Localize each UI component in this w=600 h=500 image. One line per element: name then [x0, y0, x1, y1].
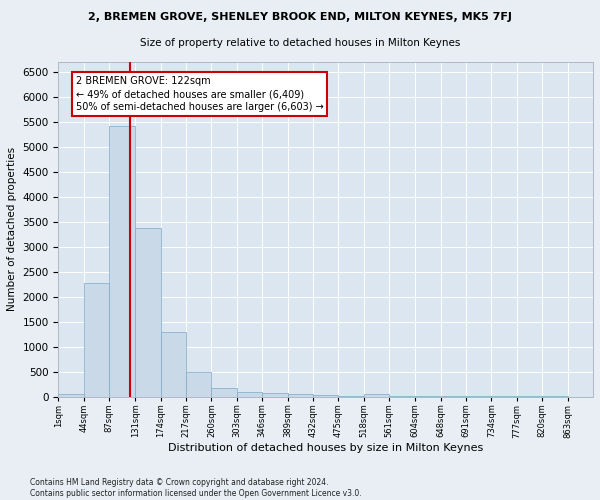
Bar	[109, 126, 134, 396]
Text: 2, BREMEN GROVE, SHENLEY BROOK END, MILTON KEYNES, MK5 7FJ: 2, BREMEN GROVE, SHENLEY BROOK END, MILT…	[88, 12, 512, 22]
Bar	[262, 394, 287, 396]
Text: 2 BREMEN GROVE: 122sqm
← 49% of detached houses are smaller (6,409)
50% of semi-: 2 BREMEN GROVE: 122sqm ← 49% of detached…	[76, 76, 323, 112]
Bar	[186, 372, 211, 396]
Bar	[135, 228, 161, 396]
Bar	[237, 392, 262, 396]
Bar	[287, 394, 313, 396]
Text: Contains HM Land Registry data © Crown copyright and database right 2024.
Contai: Contains HM Land Registry data © Crown c…	[30, 478, 362, 498]
Text: Size of property relative to detached houses in Milton Keynes: Size of property relative to detached ho…	[140, 38, 460, 48]
Y-axis label: Number of detached properties: Number of detached properties	[7, 147, 17, 312]
X-axis label: Distribution of detached houses by size in Milton Keynes: Distribution of detached houses by size …	[168, 443, 484, 453]
Bar	[211, 388, 237, 396]
Bar	[161, 332, 186, 396]
Bar	[364, 394, 389, 396]
Bar	[313, 395, 338, 396]
Bar	[58, 394, 84, 396]
Bar	[84, 283, 109, 397]
